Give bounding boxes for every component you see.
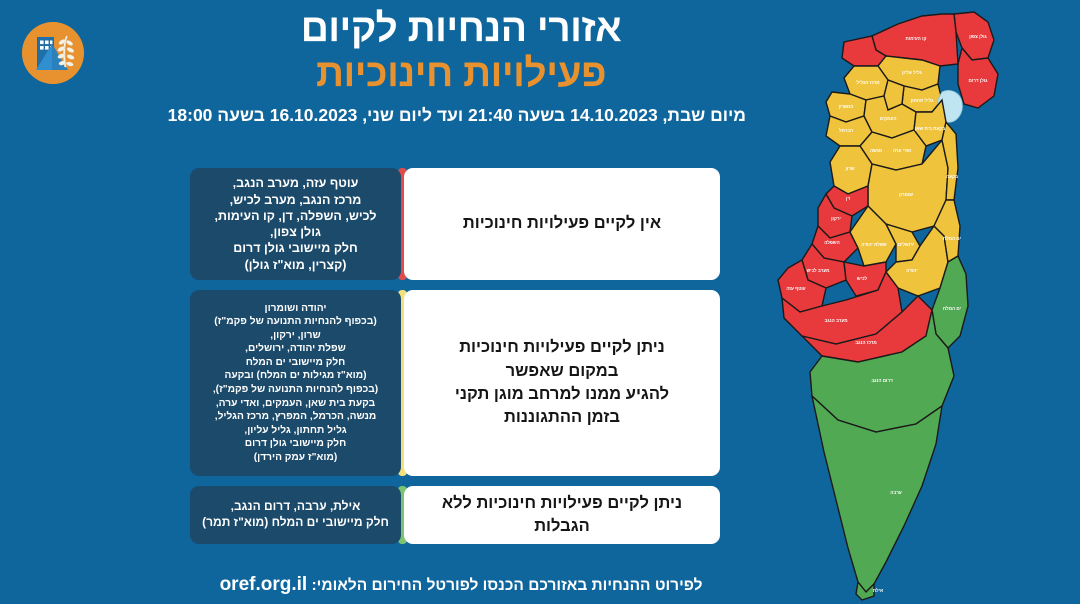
- map-label-golan-south: גולן דרום: [969, 78, 989, 83]
- map-region-eilat[interactable]: [855, 580, 875, 601]
- map-label-central-galilee: מרכז הגליל: [856, 80, 879, 85]
- guideline-regions-list: אילת, ערבה, דרום הנגב, חלק מיישובי ים המ…: [202, 499, 389, 530]
- validity-period-subtitle: מיום שבת, 14.10.2023 בשעה 21:40 ועד ליום…: [167, 104, 746, 125]
- map-label-emakim: העמקים: [880, 116, 897, 121]
- guideline-label-line: בזמן ההתגוננות: [504, 408, 620, 427]
- map-region-judean-lowland[interactable]: [849, 204, 897, 267]
- poster-header: אזורי הנחיות לקיום פעילויות חינוכיות מיו…: [167, 7, 746, 126]
- home-front-command-logo: [22, 22, 84, 84]
- map-region-labels: גולן צפון גולן דרום קו העימות גליל עליון…: [786, 34, 988, 593]
- map-label-dan: דן: [846, 196, 850, 201]
- map-label-gaza-envelope: עוטף עזה: [786, 286, 805, 291]
- guideline-row-protected-space: ניתן לקיים פעילויות חינוכיות במקום שאפשר…: [190, 290, 720, 476]
- guideline-regions-cell: אילת, ערבה, דרום הנגב, חלק מיישובי ים המ…: [190, 486, 401, 544]
- map-label-beit-shean: בקעת בית שאן: [915, 126, 945, 131]
- map-label-carmel: הכרמל: [839, 128, 853, 133]
- map-label-dead-sea-yellow: ים המלח: [943, 236, 961, 241]
- map-label-eilat: אילת: [873, 588, 884, 593]
- guideline-label-line: להגיע ממנו למרחב מוגן תקני: [454, 385, 670, 403]
- map-label-lachish: לכיש: [857, 276, 868, 281]
- status-accent-bar-yellow: [398, 290, 407, 476]
- region-line: (בכפוף להנחיות התנועה של פקמ"ז): [214, 316, 377, 328]
- map-label-south-negev: דרום הנגב: [871, 378, 893, 383]
- guideline-label-text: ניתן לקיים פעילויות חינוכיות ללא הגבלות: [441, 493, 683, 535]
- page-title-line2: פעילויות חינוכיות: [316, 52, 607, 96]
- region-line: חלק מיישובי ים המלח: [245, 356, 346, 368]
- region-line: (מוא"ז מגילות ים המלח) ובקעה: [224, 370, 367, 382]
- page-title-line1: אזורי הנחיות לקיום: [300, 7, 622, 50]
- region-line: עוטף עזה, מערב הנגב,: [232, 176, 359, 191]
- status-accent-bar-red: [398, 168, 407, 280]
- map-label-upper-galilee: גליל עליון: [902, 70, 922, 75]
- guideline-label-line: במקום שאפשר: [505, 361, 619, 380]
- region-line: מרכז הנגב, מערב לכיש,: [229, 192, 362, 207]
- region-line: חלק מיישובי גולן דרום: [233, 241, 358, 256]
- map-region-arava[interactable]: [810, 393, 943, 594]
- map-label-golan-north: גולן צפון: [969, 34, 987, 39]
- region-line: (בכפוף להנחיות התנועה של פקמ"ז),: [212, 384, 379, 395]
- map-label-confrontation-line: קו העימות: [906, 36, 927, 41]
- guideline-label-cell: ניתן לקיים פעילויות חינוכיות ללא הגבלות: [404, 486, 720, 544]
- alert-zones-map[interactable]: גולן צפון גולן דרום קו העימות גליל עליון…: [726, 0, 1080, 604]
- map-label-judean-lowland: שפלת יהודה: [861, 242, 887, 247]
- region-line: (מוא"ז עמק הירדן): [253, 451, 338, 463]
- map-svg: גולן צפון גולן דרום קו העימות גליל עליון…: [777, 11, 999, 601]
- logo-icon: [22, 22, 84, 84]
- map-region-golan-south[interactable]: [957, 46, 999, 109]
- guideline-label-text: ניתן לקיים פעילויות חינוכיות במקום שאפשר…: [455, 336, 669, 430]
- region-line: חלק מיישובי גולן דרום: [244, 438, 347, 450]
- map-label-jerusalem: ירושלים: [898, 242, 914, 247]
- region-line: מנשה, הכרמל, המפרץ, מרכז הגליל,: [214, 411, 377, 423]
- region-line: יהודה ושומרון: [264, 302, 327, 314]
- map-label-shfela: השפלה: [824, 240, 839, 245]
- region-line: גולן צפון,: [270, 225, 321, 239]
- map-label-judea: יהודה: [906, 268, 917, 273]
- region-line: לכיש, השפלה, דן, קו העימות,: [214, 208, 377, 223]
- map-region-bika[interactable]: [941, 120, 959, 201]
- map-label-arava: ערבה: [890, 490, 902, 495]
- guideline-label-cell: ניתן לקיים פעילויות חינוכיות במקום שאפשר…: [404, 290, 720, 476]
- region-line: חלק מיישובי ים המלח (מוא"ז תמר): [202, 515, 389, 529]
- oref-website-link[interactable]: oref.org.il: [219, 574, 308, 595]
- region-line: אילת, ערבה, דרום הנגב,: [230, 499, 361, 514]
- map-label-west-lachish: מערב לכיש: [806, 268, 829, 273]
- map-label-bika: בקעה: [946, 174, 958, 179]
- map-region-dead-sea-megilot[interactable]: [933, 199, 961, 264]
- region-line: גליל תחתון, גליל עליון,: [244, 424, 347, 436]
- guideline-label-line: ניתן לקיים פעילויות חינוכיות: [459, 338, 665, 357]
- map-label-west-negev: מערב הנגב: [824, 318, 847, 323]
- map-label-menashe: מנשה: [870, 148, 882, 153]
- guideline-row-unrestricted: ניתן לקיים פעילויות חינוכיות ללא הגבלות …: [190, 486, 720, 544]
- region-line: שפלת יהודה, ירושלים,: [245, 343, 346, 355]
- map-label-dead-sea-green: ים המלח: [943, 306, 961, 311]
- map-label-lower-galilee: גליל תחתון: [911, 98, 934, 103]
- guidelines-table: אין לקיים פעילויות חינוכיות עוטף עזה, מע…: [190, 168, 720, 554]
- guideline-label-text: אין לקיים פעילויות חינוכיות: [462, 214, 662, 233]
- guideline-regions-list: יהודה ושומרון (בכפוף להנחיות התנועה של פ…: [213, 302, 378, 465]
- region-line: (קצרין, מוא"ז גולן): [244, 257, 347, 272]
- guideline-row-no-activities: אין לקיים פעילויות חינוכיות עוטף עזה, מע…: [190, 168, 720, 280]
- status-accent-bar-green: [398, 486, 407, 544]
- logo-circle: [22, 22, 84, 84]
- map-label-sharon: שרון: [845, 166, 854, 171]
- map-label-samaria: שומרון: [899, 192, 913, 197]
- guideline-regions-list: עוטף עזה, מערב הנגב, מרכז הנגב, מערב לכי…: [215, 175, 377, 273]
- map-label-haifa-bay: המפרץ: [839, 104, 854, 109]
- footer-text: לפירוט ההנחיות באזורכם הכנסו לפורטל החיר…: [311, 577, 703, 594]
- map-label-center-negev: מרכז הנגב: [855, 340, 877, 345]
- map-label-wadi-ara: ואדי ערה: [893, 148, 911, 153]
- footer: לפירוט ההנחיות באזורכם הכנסו לפורטל החיר…: [176, 574, 746, 596]
- region-line: שרון, ירקון,: [270, 329, 321, 341]
- region-line: בקעת בית שאן, העמקים, ואדי ערה,: [215, 397, 376, 409]
- guideline-regions-cell: יהודה ושומרון (בכפוף להנחיות התנועה של פ…: [190, 290, 401, 476]
- guideline-regions-cell: עוטף עזה, מערב הנגב, מרכז הנגב, מערב לכי…: [190, 168, 401, 280]
- guideline-label-cell: אין לקיים פעילויות חינוכיות: [404, 168, 720, 280]
- map-label-yarkon: ירקון: [831, 216, 841, 221]
